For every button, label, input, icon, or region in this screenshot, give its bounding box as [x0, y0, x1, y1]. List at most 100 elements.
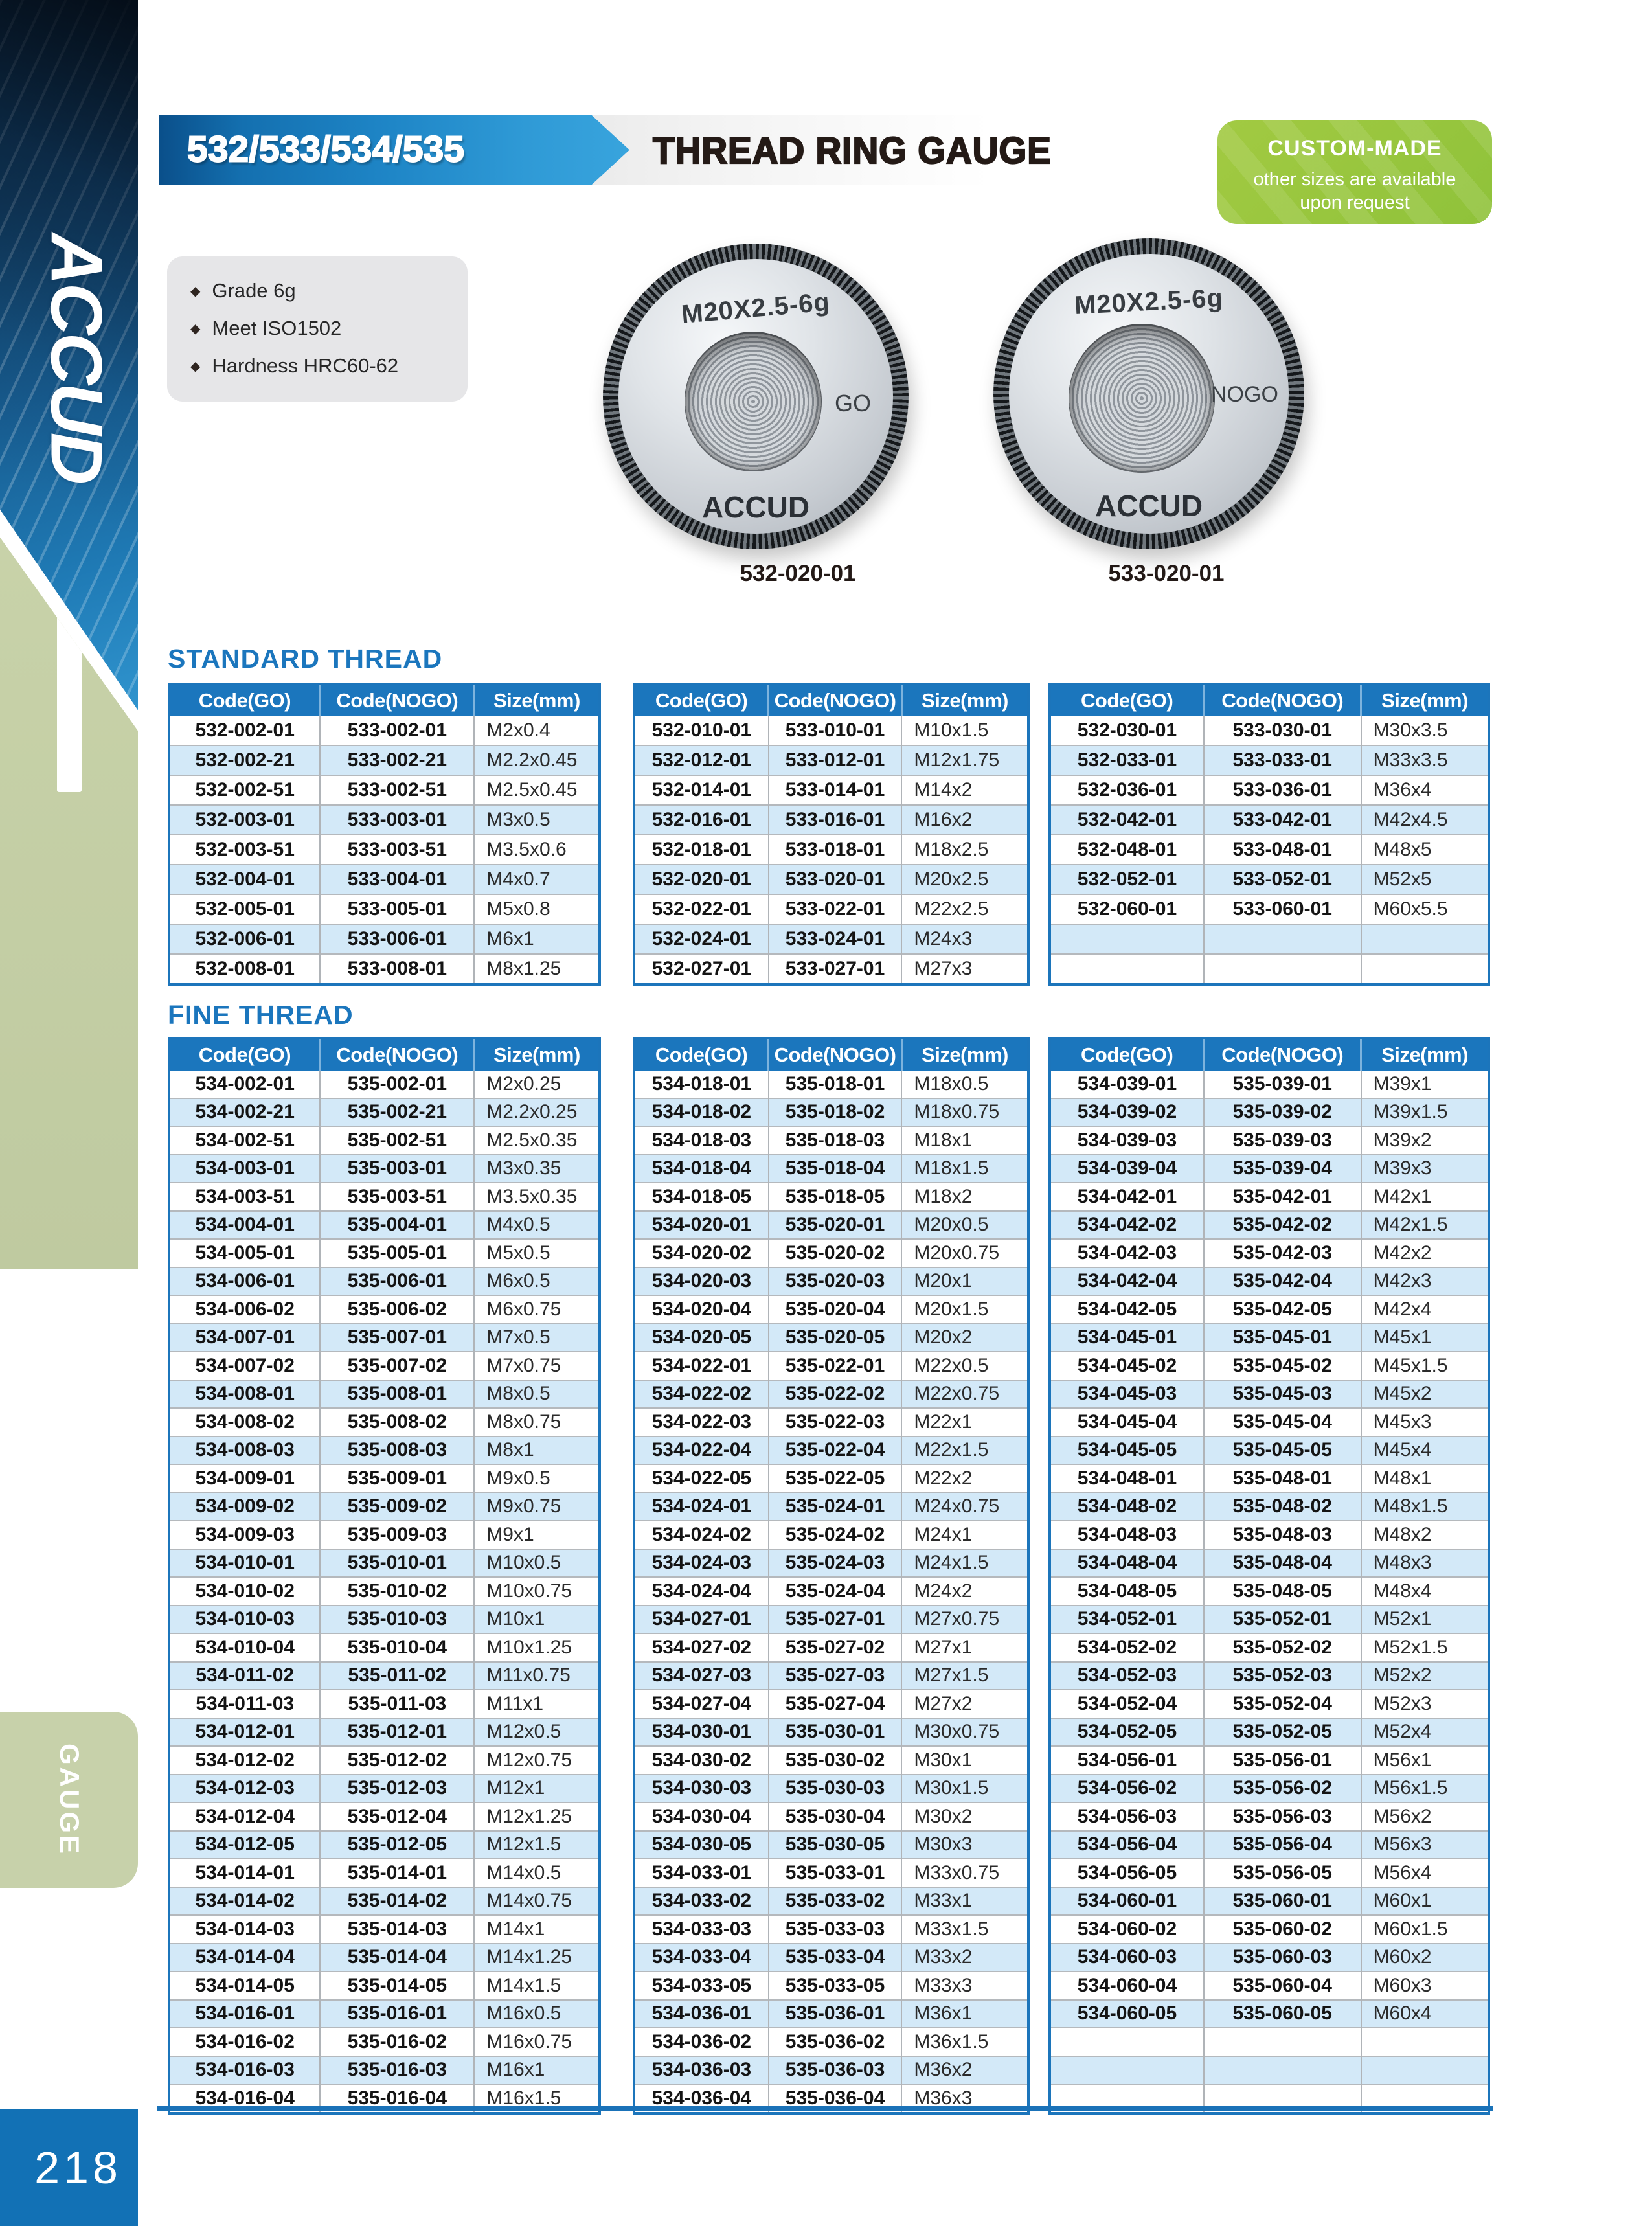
size-cell: M5x0.8: [473, 894, 598, 924]
table-row: 534-012-04 535-012-04 M12x1.25: [170, 1802, 598, 1831]
code-go-cell: 534-009-01: [170, 1464, 321, 1493]
code-nogo-cell: 535-009-02: [319, 1492, 475, 1521]
code-go-cell: 534-009-03: [170, 1520, 321, 1549]
size-cell: M6x0.75: [473, 1295, 598, 1324]
code-go-cell: 534-006-02: [170, 1295, 321, 1324]
code-nogo-cell: 533-060-01: [1203, 894, 1361, 924]
code-go-cell: [1051, 924, 1204, 954]
size-cell: M12x1.5: [473, 1830, 598, 1859]
table-row: 534-060-01 535-060-01 M60x1: [1051, 1886, 1488, 1915]
code-nogo-cell: 535-002-01: [319, 1071, 475, 1098]
code-nogo-cell: 533-048-01: [1203, 834, 1361, 865]
code-nogo-cell: 533-036-01: [1203, 775, 1361, 805]
code-go-cell: 534-022-05: [635, 1464, 769, 1493]
size-cell: M24x1: [901, 1520, 1027, 1549]
feature-label: Meet ISO1502: [212, 317, 342, 339]
code-nogo-cell: 535-033-04: [767, 1942, 902, 1971]
code-nogo-cell: 535-020-01: [767, 1210, 902, 1239]
size-cell: M14x1.5: [473, 1971, 598, 2000]
code-go-cell: 534-018-03: [635, 1126, 769, 1155]
code-go-cell: 532-024-01: [635, 924, 769, 954]
code-go-cell: 534-020-02: [635, 1238, 769, 1267]
size-cell: M2.5x0.35: [473, 1126, 598, 1155]
code-nogo-cell: 535-011-02: [319, 1661, 475, 1690]
code-nogo-cell: 535-048-05: [1203, 1576, 1361, 1606]
code-go-cell: 532-005-01: [170, 894, 321, 924]
table-row: 534-016-02 535-016-02 M16x0.75: [170, 2027, 598, 2056]
table-row: 532-002-21 533-002-21 M2.2x0.45: [170, 745, 598, 775]
table-row: 534-002-21 535-002-21 M2.2x0.25: [170, 1097, 598, 1126]
header-cell: Code(GO): [635, 685, 769, 716]
code-go-cell: 532-002-01: [195, 720, 295, 741]
table-row: 534-048-05 535-048-05 M48x4: [1051, 1576, 1488, 1606]
code-go-cell: 534-020-01: [635, 1210, 769, 1239]
table-row: 534-007-01 535-007-01 M7x0.5: [170, 1323, 598, 1352]
code-go-cell: 534-048-05: [1051, 1576, 1204, 1606]
code-nogo-cell: 533-002-51: [319, 775, 475, 805]
code-nogo-cell: 535-039-01: [1203, 1071, 1361, 1098]
code-nogo-cell: 535-045-04: [1203, 1407, 1361, 1437]
size-cell: M45x1: [1360, 1323, 1488, 1352]
code-go-cell: 534-033-01: [635, 1858, 769, 1887]
code-nogo-cell: 535-009-01: [319, 1464, 475, 1493]
table-row: 534-009-02 535-009-02 M9x0.75: [170, 1492, 598, 1521]
code-go-cell: 534-010-04: [170, 1633, 321, 1662]
standard-thread-table-1: Code(GO) Code(NOGO) Size(mm) 532-002-01 533-…: [168, 683, 601, 986]
code-nogo-cell: 535-042-02: [1203, 1210, 1361, 1239]
size-cell: M60x5.5: [1360, 894, 1488, 924]
code-go-cell: 534-045-04: [1051, 1407, 1204, 1437]
table-row: [1051, 2027, 1488, 2056]
diamond-bullet-icon: ◆: [190, 359, 201, 374]
size-cell: M22x2: [901, 1464, 1027, 1493]
code-go-cell: 532-060-01: [1051, 894, 1204, 924]
code-nogo-cell: 535-030-05: [767, 1830, 902, 1859]
code-go-cell: 534-004-01: [170, 1210, 321, 1239]
code-nogo-cell: 533-020-01: [767, 864, 902, 894]
table-header-row: Code(GO) Code(NOGO) Size(mm): [170, 1039, 598, 1071]
code-nogo-cell: 533-030-01: [1203, 716, 1361, 745]
ring-hole: [685, 332, 822, 471]
code-nogo-cell: [1203, 924, 1361, 954]
gauge-icon-stem: [57, 598, 82, 792]
table-row: 534-022-05 535-022-05 M22x2: [635, 1464, 1027, 1493]
code-nogo-cell: 535-039-04: [1203, 1153, 1361, 1183]
size-cell: M16x0.5: [473, 1999, 598, 2028]
nogo-ring-gauge-photo: M20X2.5-6g NOGO ACCUD: [993, 238, 1304, 549]
code-go-cell: 534-002-21: [170, 1097, 321, 1126]
code-nogo-cell: 535-060-02: [1203, 1914, 1361, 1944]
size-cell: M12x0.75: [473, 1745, 598, 1775]
table-row: 534-018-04 535-018-04 M18x1.5: [635, 1153, 1027, 1183]
code-go-cell: 532-016-01: [635, 804, 769, 835]
table-row: 534-039-03 535-039-03 M39x2: [1051, 1126, 1488, 1155]
header-cell: Size(mm): [900, 685, 1027, 716]
table-row: 534-060-05 535-060-05 M60x4: [1051, 1999, 1488, 2028]
table-row: 534-056-02 535-056-02 M56x1.5: [1051, 1773, 1488, 1802]
table-row: 532-005-01 533-005-01 M5x0.8: [170, 894, 598, 924]
code-go-cell: 534-012-05: [170, 1830, 321, 1859]
table-row: 534-003-51 535-003-51 M3.5x0.35: [170, 1182, 598, 1211]
code-nogo-cell: 535-014-02: [319, 1886, 475, 1915]
code-nogo-cell: 535-018-04: [767, 1153, 902, 1183]
badge-subtitle: other sizes are available: [1253, 169, 1456, 190]
table-header-row: Code(GO) Code(NOGO) Size(mm): [1051, 685, 1488, 716]
size-cell: M7x0.5: [473, 1323, 598, 1352]
size-cell: M10x1.25: [473, 1633, 598, 1662]
code-go-cell: 534-024-01: [635, 1492, 769, 1521]
sidebar-tab-label: GAUGE: [54, 1743, 85, 1857]
size-cell: M27x0.75: [901, 1604, 1027, 1633]
badge-title: CUSTOM-MADE: [1267, 136, 1442, 161]
ring-brand-text: ACCUD: [701, 490, 810, 524]
table-row: 534-022-03 535-022-03 M22x1: [635, 1407, 1027, 1437]
code-nogo-cell: 535-018-01: [767, 1071, 902, 1098]
size-cell: M3x0.5: [473, 804, 598, 835]
code-nogo-cell: 533-027-01: [767, 953, 902, 983]
code-nogo-cell: 535-024-01: [767, 1492, 902, 1521]
code-nogo-cell: 535-048-01: [1203, 1464, 1361, 1493]
table-row: 534-010-01 535-010-01 M10x0.5: [170, 1548, 598, 1577]
code-go-cell: 532-010-01: [651, 720, 752, 741]
header-cell: Code(GO): [1051, 1039, 1204, 1071]
go-marking: GO: [835, 390, 872, 416]
size-cell: M30x2: [901, 1802, 1027, 1831]
size-cell: M56x4: [1360, 1858, 1488, 1887]
